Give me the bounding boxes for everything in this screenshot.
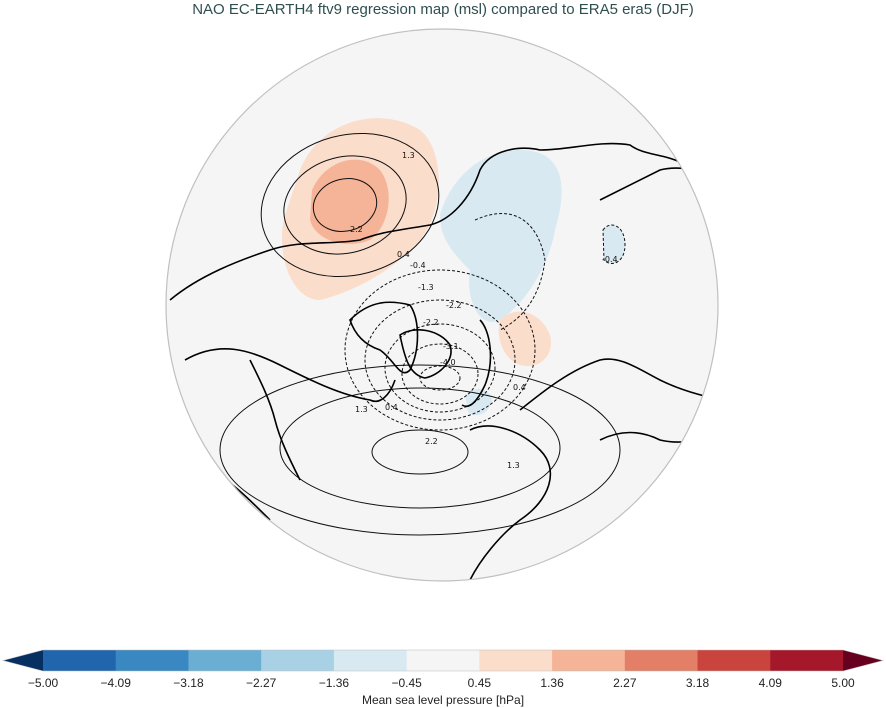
svg-text:-0.4: -0.4 (410, 261, 426, 270)
colorbar-bin (43, 650, 117, 671)
colorbar-tick-label: −3.18 (173, 676, 204, 690)
chart-title: NAO EC-EARTH4 ftv9 regression map (msl) … (192, 1, 694, 18)
map-border (165, 28, 719, 582)
colorbar-bin (115, 650, 189, 671)
svg-text:-3.1: -3.1 (443, 342, 459, 351)
svg-text:1.3: 1.3 (355, 405, 368, 414)
contours-negative (344, 213, 626, 431)
colorbar-tick-label: −0.45 (391, 676, 422, 690)
colorbar-tick-label: 4.09 (758, 676, 782, 690)
colorbar-bin (552, 650, 626, 671)
colorbar-bin (333, 650, 408, 671)
svg-text:0.4: 0.4 (513, 383, 526, 392)
colorbar-tick-label: 1.36 (540, 676, 564, 690)
shading-positive-scandinavia (498, 311, 551, 366)
colorbar-bin (261, 650, 335, 671)
svg-text:-0.4: -0.4 (602, 255, 618, 264)
colorbar-bin (770, 650, 844, 671)
svg-text:-4.0: -4.0 (440, 358, 456, 367)
svg-text:-2.2: -2.2 (446, 301, 462, 310)
contours-positive (219, 132, 621, 536)
svg-text:1.3: 1.3 (402, 151, 415, 160)
svg-text:-1.3: -1.3 (418, 283, 434, 292)
colorbar-tick-label: −4.09 (100, 676, 131, 690)
colorbar-tick-label: −2.27 (245, 676, 277, 690)
colorbar-bin (479, 650, 553, 671)
svg-text:0.4: 0.4 (385, 403, 398, 412)
shading-negative-siberia (440, 150, 625, 416)
polar-map: 1.3 2.2 0.4 -0.4 -1.3 -2.2 -2.2 -3.1 -4.… (165, 28, 719, 582)
svg-text:0.4: 0.4 (397, 250, 410, 259)
colorbar-tick-label: 0.45 (467, 676, 492, 690)
svg-text:1.3: 1.3 (507, 461, 520, 470)
colorbar-tick-label: −5.00 (27, 676, 59, 690)
svg-text:2.2: 2.2 (425, 437, 438, 446)
shading-positive-pacific (281, 118, 439, 300)
colorbar-tick-label: 5.00 (831, 676, 855, 690)
colorbar-bin (624, 650, 699, 671)
colorbar-tick-label: 3.18 (685, 676, 710, 690)
colorbar-tick-label: −1.36 (318, 676, 350, 690)
colorbar (1, 649, 885, 672)
svg-text:-2.2: -2.2 (423, 318, 439, 327)
colorbar-tick-label: 2.27 (613, 676, 637, 690)
svg-text:2.2: 2.2 (350, 225, 363, 234)
colorbar-extend-min (3, 650, 43, 671)
colorbar-bin (697, 650, 771, 671)
colorbar-extend-max (843, 650, 883, 671)
colorbar-bin (406, 650, 480, 671)
colorbar-label: Mean sea level pressure [hPa] (361, 693, 525, 707)
contour-labels: 1.3 2.2 0.4 -0.4 -1.3 -2.2 -2.2 -3.1 -4.… (350, 151, 618, 470)
colorbar-bin (188, 650, 262, 671)
